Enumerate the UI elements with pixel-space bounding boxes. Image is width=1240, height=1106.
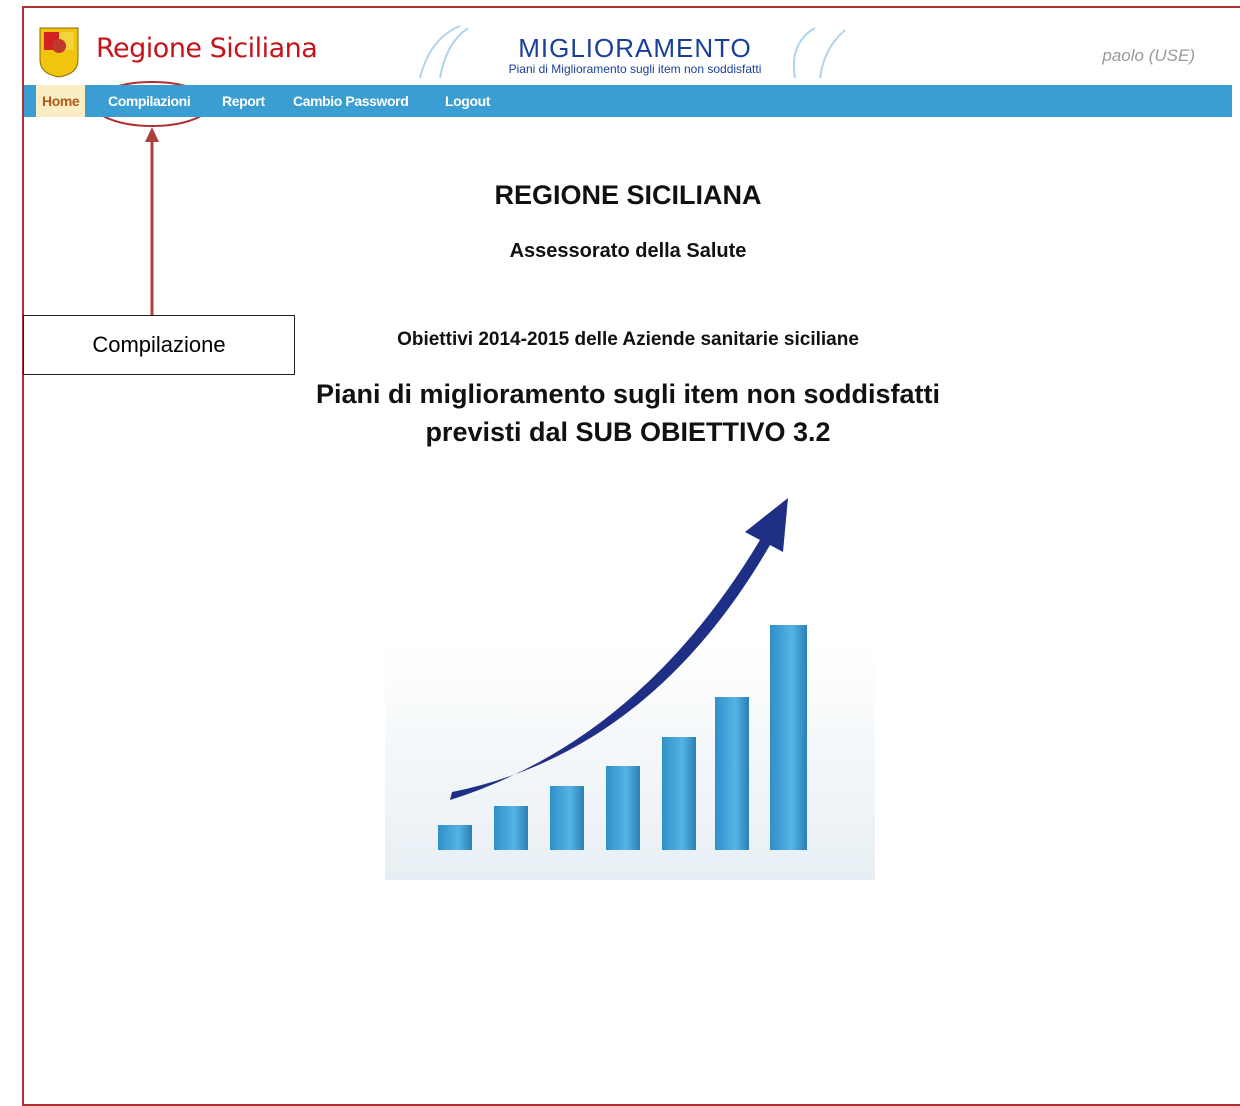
- graphics: [0, 0, 1240, 1088]
- heading-line: previsti dal SUB OBIETTIVO 3.2: [0, 417, 1240, 448]
- logo: [40, 28, 78, 77]
- brand-name: Regione Siciliana: [96, 33, 317, 64]
- page: Miglioramento {"header": {"brand": "Regi…: [0, 0, 1240, 1088]
- page-title: REGIONE SICILIANA: [0, 180, 1240, 211]
- app-title: MIGLIORAMENTO: [470, 33, 800, 64]
- chart-illustration: [385, 498, 875, 880]
- annotation-label: Compilazione: [23, 315, 295, 375]
- nav-item[interactable]: Cambio Password: [293, 85, 408, 117]
- body: Regione Siciliana MIGLIORAMENTO Piani di…: [0, 0, 1240, 1088]
- nav-item[interactable]: Report: [222, 85, 265, 117]
- app-subtitle: Piani di Miglioramento sugli item non so…: [450, 62, 820, 76]
- nav-item[interactable]: Home: [36, 85, 85, 117]
- heading-line: Piani di miglioramento sugli item non so…: [0, 379, 1240, 410]
- nav-item[interactable]: Compilazioni: [108, 85, 190, 117]
- page-subtitle: Assessorato della Salute: [0, 240, 1240, 263]
- nav-bar: Home Compilazioni Report Cambio Password…: [24, 85, 1232, 117]
- nav-item[interactable]: Logout: [445, 85, 490, 117]
- user-label: paolo (USE): [1060, 46, 1195, 66]
